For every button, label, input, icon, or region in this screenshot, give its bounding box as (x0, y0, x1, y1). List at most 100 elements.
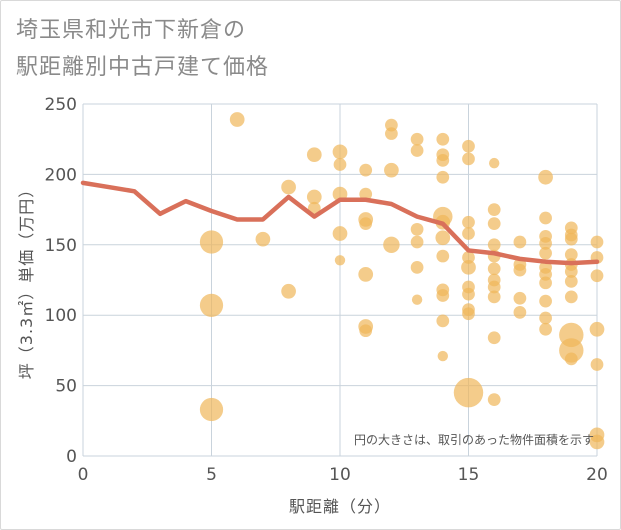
bubble-point (539, 311, 552, 325)
bubble-point (306, 147, 322, 163)
bubble-point (513, 306, 527, 319)
bubble-point (332, 226, 348, 241)
bubble-point (487, 238, 501, 252)
bubble-point (487, 203, 501, 216)
bubble-point (411, 294, 423, 305)
bubble-point (487, 262, 501, 276)
bubble-point (358, 267, 374, 282)
bubble-point (436, 289, 450, 302)
bubble-point (489, 157, 500, 169)
x-tick-label: 10 (329, 465, 351, 485)
y-tick-label: 100 (45, 306, 77, 326)
y-tick-label: 250 (45, 95, 77, 115)
bubble-point (410, 235, 424, 249)
bubble-point (564, 290, 578, 304)
bubble-point (281, 283, 296, 299)
bubble-point (487, 217, 501, 231)
bubble-point (332, 144, 348, 160)
x-axis-ticks: 0 5 10 15 20 (78, 465, 608, 485)
bubble-point (462, 139, 475, 153)
bubble-point (410, 144, 424, 157)
bubble-point (410, 260, 424, 274)
bubble-point (410, 132, 424, 146)
bubble-point (199, 397, 224, 422)
trend-line (80, 180, 600, 266)
bubble-point (436, 314, 450, 328)
bubble-point (539, 322, 552, 336)
bubble-point (436, 132, 450, 146)
bubble-point (334, 255, 346, 266)
bubble-point (590, 235, 604, 249)
bubble-point (436, 153, 450, 167)
bubble-point (513, 291, 527, 305)
bubble-point (513, 263, 527, 277)
bubble-point (437, 350, 448, 362)
bubble-point (539, 276, 552, 290)
bubble-point (513, 235, 527, 249)
chart-title-line2: 駅距離別中古戸建て価格 (16, 55, 270, 80)
x-tick-label: 0 (78, 465, 89, 485)
bubble-point (539, 246, 552, 260)
bubble-point (199, 230, 224, 254)
bubble-point (359, 163, 373, 177)
x-tick-label: 15 (458, 465, 480, 485)
bubble-point (462, 307, 475, 321)
bubble-point (487, 280, 501, 294)
bubble-point (199, 293, 224, 317)
bubble-point (462, 251, 475, 264)
bubble-point (436, 170, 450, 184)
bubble-series (199, 112, 605, 450)
y-tick-label: 150 (45, 236, 77, 256)
bubble-point (435, 230, 451, 246)
bubble-point (281, 179, 296, 195)
y-tick-label: 50 (55, 377, 77, 397)
bubble-point (487, 393, 501, 407)
bubble-point (559, 338, 584, 363)
chart-title: 埼玉県和光市下新倉の 駅距離別中古戸建て価格 (16, 12, 269, 86)
x-tick-label: 20 (586, 465, 608, 485)
size-note: 円の大きさは、取引のあった物件面積を示す (354, 432, 594, 447)
x-tick-label: 5 (206, 465, 217, 485)
bubble-point (255, 231, 271, 247)
bubble-point (462, 287, 475, 301)
bubble-point (462, 227, 475, 240)
bubble-point (539, 211, 552, 225)
bubble-point (539, 294, 552, 308)
bubble-point (462, 215, 475, 229)
bubble-point (564, 275, 578, 288)
bubble-point (306, 189, 322, 205)
bubble-point (590, 269, 604, 283)
bubble-point (359, 324, 373, 338)
bubble-point (461, 259, 476, 275)
bubble-point (589, 321, 605, 337)
bubble-point (589, 434, 605, 450)
bubble-point (564, 265, 578, 278)
bubble-point (385, 127, 398, 140)
bubble-point (453, 377, 484, 408)
bubble-point (462, 152, 475, 166)
bubble-point (487, 290, 501, 304)
bubble-point (410, 222, 424, 236)
y-tick-label: 0 (66, 447, 77, 467)
bubble-point (383, 236, 400, 254)
trend-line-group (80, 180, 600, 266)
bubble-point (564, 248, 578, 262)
bubble-point (487, 331, 501, 345)
y-axis-label: 坪（3.3㎡）単価（万円） (17, 181, 36, 379)
y-tick-label: 200 (45, 165, 77, 185)
bubble-point (333, 158, 347, 171)
bubble-point (564, 232, 578, 246)
bubble-point (359, 187, 373, 201)
bubble-point (384, 162, 399, 178)
bubble-point (359, 217, 373, 231)
bubble-point (229, 112, 245, 127)
bubble-point (436, 249, 450, 263)
bubble-point (564, 352, 578, 366)
chart-title-line1: 埼玉県和光市下新倉の (16, 18, 247, 43)
y-axis-ticks: 0 50 100 150 200 250 (45, 95, 77, 467)
x-axis-label: 駅距離（分） (289, 497, 391, 516)
bubble-point (590, 358, 604, 371)
bubble-point (538, 169, 553, 185)
bubble-point (539, 237, 552, 250)
